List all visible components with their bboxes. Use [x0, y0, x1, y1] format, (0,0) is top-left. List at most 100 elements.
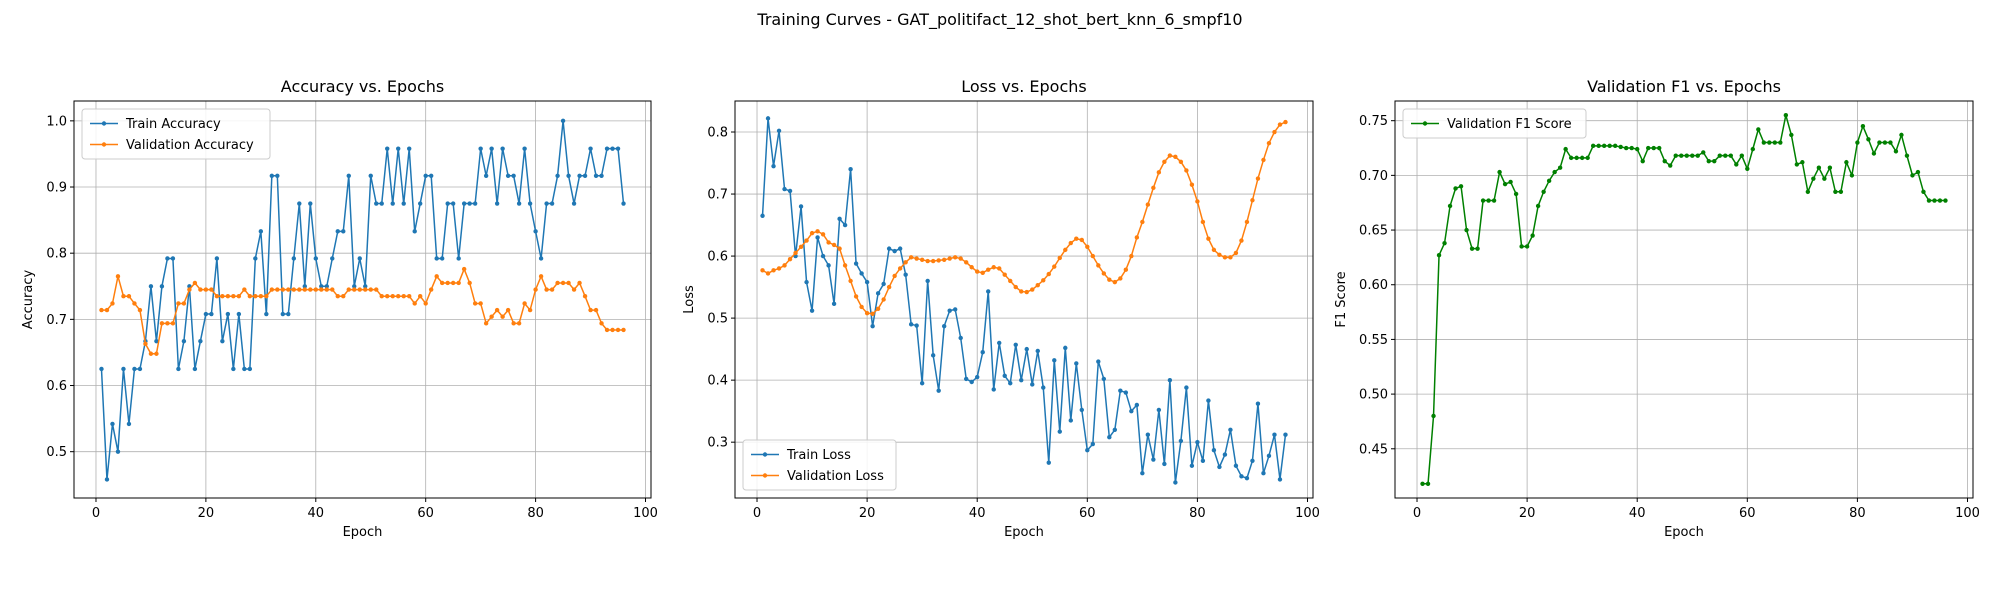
data-point: [308, 201, 313, 206]
data-point: [110, 301, 115, 306]
data-point: [831, 301, 837, 307]
data-point: [1794, 162, 1800, 167]
data-point: [379, 293, 384, 299]
data-point: [297, 287, 302, 292]
panel-title: Loss vs. Epochs: [961, 77, 1086, 96]
data-point: [269, 287, 275, 292]
data-point: [428, 287, 434, 292]
data-point: [986, 267, 991, 272]
data-point: [1469, 246, 1475, 251]
data-point: [1024, 289, 1029, 295]
data-point: [952, 307, 958, 312]
y-tick-label: 0.9: [46, 181, 67, 196]
data-point: [765, 116, 771, 121]
data-point: [505, 307, 511, 313]
data-point: [1206, 236, 1211, 241]
data-point: [615, 327, 621, 333]
data-point: [132, 301, 137, 306]
data-point: [615, 146, 621, 151]
data-point: [126, 293, 132, 299]
data-point: [1068, 418, 1073, 423]
data-point: [461, 266, 467, 272]
data-point: [980, 270, 985, 276]
data-point: [181, 301, 187, 306]
data-point: [1728, 153, 1733, 158]
data-point: [1002, 272, 1007, 277]
data-point: [798, 204, 804, 209]
data-point: [148, 284, 154, 289]
data-point: [809, 230, 815, 236]
data-point: [897, 246, 903, 251]
legend: Validation F1 Score: [1402, 108, 1587, 139]
data-point: [225, 293, 231, 299]
data-point: [859, 304, 864, 310]
y-tick-label: 0.7: [46, 313, 67, 328]
data-point: [1228, 427, 1233, 432]
data-point: [1123, 390, 1129, 395]
data-point: [192, 280, 198, 286]
data-point: [1866, 137, 1871, 142]
data-point: [1475, 246, 1480, 251]
data-point: [467, 201, 472, 206]
data-point: [346, 173, 351, 178]
legend-marker: [762, 452, 768, 457]
legend-label: Validation F1 Score: [1447, 117, 1572, 132]
x-tick-label: 0: [753, 506, 761, 521]
data-point: [275, 173, 280, 178]
data-point: [1085, 448, 1090, 453]
data-point: [456, 280, 461, 286]
data-point: [1057, 255, 1062, 261]
data-point: [771, 268, 776, 273]
data-point: [489, 314, 494, 319]
chart-panel-1: 0 20 40 60 80 100 0.5 0.6 0.7 0.8 0.9 1.0 Accuracy v…: [21, 77, 658, 540]
data-point: [1272, 432, 1277, 437]
data-point: [969, 379, 974, 385]
data-point: [423, 301, 428, 306]
data-point: [1250, 198, 1255, 203]
data-point: [776, 128, 782, 133]
data-point: [991, 387, 996, 392]
data-point: [853, 261, 859, 266]
data-point: [1750, 146, 1756, 152]
data-point: [760, 268, 765, 273]
x-axis-label: Epoch: [1004, 525, 1044, 540]
data-point: [1090, 253, 1096, 259]
data-point: [1800, 160, 1805, 165]
data-point: [980, 350, 985, 355]
data-point: [280, 287, 286, 292]
data-point: [997, 340, 1002, 346]
data-point: [952, 255, 958, 260]
data-point: [242, 287, 247, 292]
data-point: [439, 280, 445, 286]
data-point: [368, 173, 373, 178]
data-point: [1030, 382, 1035, 387]
data-point: [1893, 149, 1899, 154]
data-point: [1943, 198, 1948, 203]
data-point: [804, 279, 809, 285]
x-tick-label: 40: [308, 506, 325, 521]
data-point: [930, 353, 936, 358]
y-tick-label: 0.70: [1359, 169, 1388, 184]
y-tick-label: 0.45: [1359, 442, 1388, 457]
data-point: [264, 293, 269, 299]
data-point: [1635, 146, 1640, 152]
y-tick-label: 0.7: [707, 188, 728, 203]
data-point: [1723, 153, 1728, 158]
data-point: [1657, 145, 1662, 151]
x-tick-label: 80: [1849, 506, 1866, 521]
data-point: [1629, 145, 1634, 151]
data-point: [560, 118, 566, 124]
data-point: [1052, 264, 1057, 269]
legend-box: [1402, 108, 1587, 139]
data-point: [1568, 155, 1574, 161]
data-point: [870, 323, 875, 329]
data-point: [826, 263, 831, 268]
data-point: [908, 255, 914, 260]
data-point: [1035, 348, 1040, 354]
data-point: [1596, 143, 1601, 149]
data-point: [500, 314, 505, 319]
data-point: [1184, 385, 1189, 390]
data-point: [1123, 267, 1129, 272]
legend-label: Validation Loss: [787, 469, 884, 484]
data-point: [428, 173, 434, 178]
